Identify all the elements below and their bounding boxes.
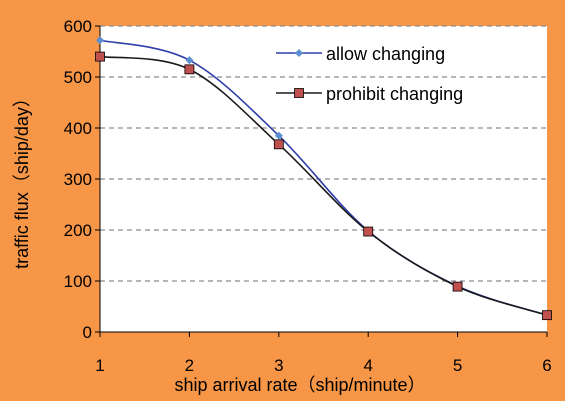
- y-tick-label-500: 500: [64, 68, 92, 87]
- data-point-prohibit-changing-2: [184, 64, 195, 75]
- y-tick-label-600: 600: [64, 17, 92, 36]
- y-axis-title: traffic flux（ship/day）: [12, 89, 32, 269]
- data-point-allow-changing-2: [185, 56, 194, 65]
- data-point-prohibit-changing-4: [363, 226, 374, 237]
- data-point-prohibit-changing-6: [542, 310, 552, 321]
- legend: allow changing prohibit changing: [276, 44, 463, 104]
- data-point-prohibit-changing-1: [95, 51, 105, 62]
- legend-label-allow-changing: allow changing: [326, 44, 445, 64]
- x-tick-label-2: 2: [185, 356, 194, 375]
- legend-entry-prohibit-changing: prohibit changing: [276, 84, 463, 104]
- x-tick-labels: 1 2 3 4 5 6: [95, 356, 551, 375]
- y-tick-label-100: 100: [64, 272, 92, 291]
- legend-label-prohibit-changing: prohibit changing: [326, 84, 463, 104]
- x-tick-label-1: 1: [95, 356, 104, 375]
- y-tick-label-0: 0: [83, 323, 92, 342]
- y-tick-label-400: 400: [64, 119, 92, 138]
- y-tick-labels: 0 100 200 300 400 500 600: [64, 17, 92, 342]
- x-tick-label-4: 4: [363, 356, 372, 375]
- legend-marker-prohibit-changing: [294, 88, 304, 98]
- data-point-prohibit-changing-3: [273, 139, 284, 150]
- legend-marker-allow-changing: [295, 49, 303, 57]
- data-point-allow-changing-1: [96, 36, 104, 45]
- gridlines: [100, 25, 547, 282]
- data-point-allow-changing-3: [274, 131, 283, 140]
- axes: [95, 25, 548, 337]
- y-tick-label-300: 300: [64, 170, 92, 189]
- series-layer: [95, 36, 552, 321]
- x-tick-label-5: 5: [453, 356, 462, 375]
- data-point-prohibit-changing-5: [452, 281, 463, 292]
- legend-entry-allow-changing: allow changing: [276, 44, 445, 64]
- y-tick-label-200: 200: [64, 221, 92, 240]
- x-tick-label-3: 3: [274, 356, 283, 375]
- series-prohibit-changing: [95, 51, 552, 321]
- x-tick-label-6: 6: [542, 356, 551, 375]
- x-axis-title: ship arrival rate（ship/minute）: [174, 375, 425, 395]
